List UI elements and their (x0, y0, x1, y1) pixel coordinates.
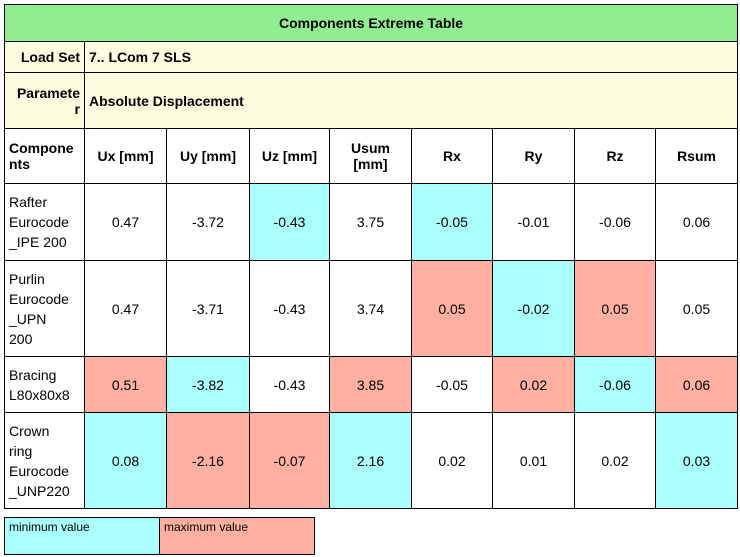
header-uz: Uz [mm] (249, 128, 330, 184)
legend-minimum: minimum value (4, 517, 160, 555)
cell-uy: -2.16 (166, 412, 250, 509)
legend-maximum: maximum value (159, 517, 315, 555)
cell-rsum: 0.03 (654, 412, 739, 509)
header-rx: Rx (411, 128, 493, 184)
table-row: Rafter Eurocode _IPE 200 0.47 -3.72 -0.4… (4, 183, 739, 261)
cell-rsum: 0.05 (654, 260, 739, 357)
cell-ry: -0.01 (492, 183, 575, 261)
cell-rz: 0.02 (574, 412, 656, 509)
cell-uy: -3.71 (166, 260, 250, 357)
table-row: Crown ring Eurocode _UNP220 0.08 -2.16 -… (4, 412, 739, 509)
cell-ry: -0.02 (492, 260, 575, 357)
cell-rx: 0.05 (411, 260, 493, 357)
row-name: Rafter Eurocode _IPE 200 (4, 183, 85, 261)
cell-uz: -0.07 (249, 412, 330, 509)
cell-uz: -0.43 (249, 260, 330, 357)
cell-rx: 0.02 (411, 412, 493, 509)
table-title: Components Extreme Table (3, 4, 739, 42)
header-ry: Ry (492, 128, 575, 184)
header-components: Compone nts (4, 128, 85, 184)
cell-ux: 0.51 (84, 356, 167, 413)
cell-uz: -0.43 (249, 356, 330, 413)
header-row: Compone nts Ux [mm] Uy [mm] Uz [mm] Usum… (4, 128, 739, 184)
cell-ux: 0.47 (84, 183, 167, 261)
row-name: Purlin Eurocode _UPN 200 (4, 260, 85, 357)
parameter-value: Absolute Displacement (83, 72, 739, 129)
cell-ux: 0.47 (84, 260, 167, 357)
cell-rz: -0.06 (574, 356, 656, 413)
title-row: Components Extreme Table (3, 4, 739, 42)
header-rsum: Rsum (654, 128, 739, 184)
cell-usum: 3.74 (329, 260, 412, 357)
header-uy: Uy [mm] (166, 128, 250, 184)
cell-rx: -0.05 (411, 356, 493, 413)
table-row: Purlin Eurocode _UPN 200 0.47 -3.71 -0.4… (4, 260, 739, 357)
cell-usum: 3.85 (329, 356, 412, 413)
load-set-row: Load Set 7.. LCom 7 SLS (4, 41, 739, 73)
legend: minimum value maximum value (4, 517, 315, 555)
parameter-row: Paramete r Absolute Displacement (4, 72, 739, 129)
load-set-label: Load Set (4, 41, 85, 73)
cell-uy: -3.82 (166, 356, 250, 413)
parameter-label: Paramete r (4, 72, 85, 129)
load-set-value: 7.. LCom 7 SLS (83, 41, 739, 73)
cell-rsum: 0.06 (654, 356, 739, 413)
cell-rz: -0.06 (574, 183, 656, 261)
components-extreme-table: Components Extreme Table Load Set 7.. LC… (3, 4, 739, 509)
cell-usum: 2.16 (329, 412, 412, 509)
cell-uy: -3.72 (166, 183, 250, 261)
cell-rsum: 0.06 (654, 183, 739, 261)
header-usum: Usum [mm] (329, 128, 412, 184)
cell-rz: 0.05 (574, 260, 656, 357)
cell-rx: -0.05 (411, 183, 493, 261)
header-ux: Ux [mm] (84, 128, 167, 184)
cell-ry: 0.01 (492, 412, 575, 509)
cell-ry: 0.02 (492, 356, 575, 413)
row-name: Bracing L80x80x8 (4, 356, 85, 413)
row-name: Crown ring Eurocode _UNP220 (4, 412, 85, 509)
table-row: Bracing L80x80x8 0.51 -3.82 -0.43 3.85 -… (4, 356, 739, 413)
cell-uz: -0.43 (249, 183, 330, 261)
header-rz: Rz (574, 128, 656, 184)
cell-ux: 0.08 (84, 412, 167, 509)
cell-usum: 3.75 (329, 183, 412, 261)
